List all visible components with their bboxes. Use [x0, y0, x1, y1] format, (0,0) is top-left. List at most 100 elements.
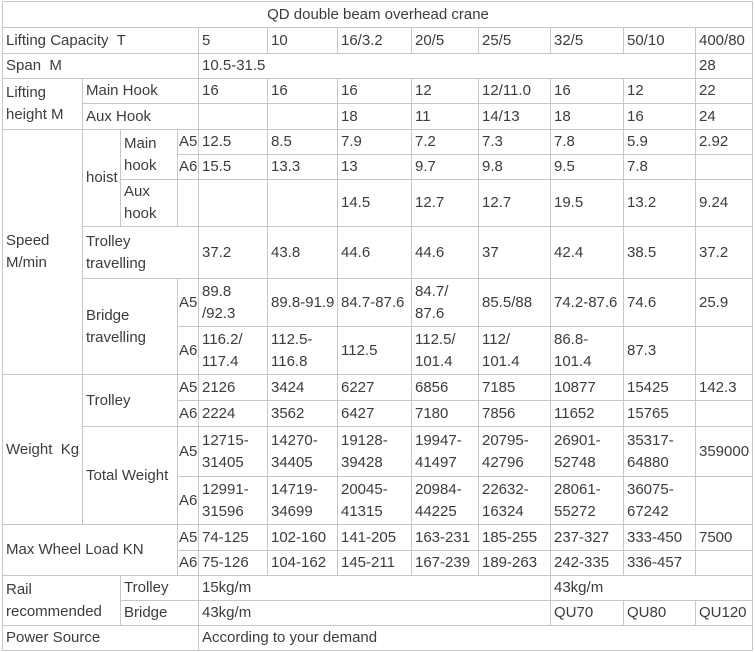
- cell: 7180: [411, 400, 479, 427]
- cell: 12.7: [478, 179, 551, 227]
- cell: 10.5-31.5: [198, 53, 696, 79]
- cell: 12.5: [198, 129, 268, 155]
- cell: 32/5: [550, 27, 624, 54]
- cell: 50/10: [623, 27, 696, 54]
- cell: 16: [623, 103, 696, 130]
- cell: 116.2/ 117.4: [198, 326, 268, 375]
- cell: 7856: [478, 400, 551, 427]
- cell: 7.8: [550, 129, 624, 155]
- cell: 9.8: [478, 154, 551, 180]
- cell: 19947- 41497: [411, 426, 479, 477]
- cell: [198, 103, 268, 130]
- cell: 7.2: [411, 129, 479, 155]
- cell: 16: [198, 78, 268, 104]
- grade-a6: A6: [177, 154, 199, 180]
- label-hoist: hoist: [82, 129, 121, 227]
- cell: 12715- 31405: [198, 426, 268, 477]
- cell: 14/13: [478, 103, 551, 130]
- cell: According to your demand: [198, 625, 753, 651]
- table-title: QD double beam overhead crane: [2, 1, 753, 28]
- cell: 44.6: [337, 226, 412, 279]
- cell: 2224: [198, 400, 268, 427]
- table-row: Span M 10.5-31.5 28: [2, 53, 753, 79]
- label-rail-recommended: Rail recommended: [2, 575, 121, 626]
- label-lifting-height: Lifting height M: [2, 78, 83, 130]
- table-row: Weight Kg Trolley A5 2126 3424 6227 6856…: [2, 374, 753, 525]
- cell: 336-457: [623, 550, 696, 576]
- cell: 84.7-87.6: [337, 278, 412, 327]
- label-main-hook: Main Hook: [82, 78, 199, 104]
- label-total-weight: Total Weight: [82, 426, 178, 525]
- cell: 9.24: [695, 179, 753, 227]
- cell: 26901- 52748: [550, 426, 624, 477]
- label-hoist-aux-hook: Aux hook: [120, 179, 178, 227]
- cell: 42.4: [550, 226, 624, 279]
- table-row: A6 15.5 13.3 13 9.7 9.8 9.5 7.8: [3, 154, 753, 180]
- cell: 12991- 31596: [198, 476, 268, 525]
- label-aux-hook: Aux Hook: [82, 103, 199, 130]
- label-max-wheel-load: Max Wheel Load KN: [2, 524, 178, 576]
- cell: 38.5: [623, 226, 696, 279]
- cell: 112.5- 116.8: [267, 326, 338, 375]
- cell: QU120: [695, 600, 753, 626]
- cell: 142.3: [695, 374, 753, 401]
- cell: 7500: [695, 524, 753, 551]
- cell: 400/80: [695, 27, 753, 54]
- table-row: Bridge travelling A5 89.8 /92.3 89.8-91.…: [3, 278, 753, 375]
- cell: 104-162: [267, 550, 338, 576]
- cell: 12/11.0: [478, 78, 551, 104]
- cell: 13.3: [267, 154, 338, 180]
- cell: 25.9: [695, 278, 753, 327]
- cell: 102-160: [267, 524, 338, 551]
- cell: 12: [623, 78, 696, 104]
- cell: 43kg/m: [198, 600, 551, 626]
- label-bridge-travelling: Bridge travelling: [82, 278, 178, 375]
- grade-empty: [177, 179, 199, 227]
- cell: 7185: [478, 374, 551, 401]
- cell: 20795- 42796: [478, 426, 551, 477]
- cell: 43kg/m: [550, 575, 753, 601]
- cell: 16: [267, 78, 338, 104]
- cell: 167-239: [411, 550, 479, 576]
- table-row: Aux Hook 18 11 14/13 18 16 24: [3, 103, 753, 130]
- cell: 9.5: [550, 154, 624, 180]
- cell: 12.7: [411, 179, 479, 227]
- cell: 43.8: [267, 226, 338, 279]
- cell: 37: [478, 226, 551, 279]
- cell: 9.7: [411, 154, 479, 180]
- cell: 8.5: [267, 129, 338, 155]
- cell: 3424: [267, 374, 338, 401]
- cell: 15425: [623, 374, 696, 401]
- grade-a6: A6: [177, 476, 199, 525]
- table-row: Bridge 43kg/m QU70 QU80 QU120: [3, 600, 753, 626]
- cell: 14.5: [337, 179, 412, 227]
- cell: 84.7/ 87.6: [411, 278, 479, 327]
- cell: 20984- 44225: [411, 476, 479, 525]
- label-trolley-travelling: Trolley travelling: [82, 226, 199, 279]
- cell: [695, 476, 753, 525]
- cell: 11652: [550, 400, 624, 427]
- table-row: Lifting Capacity T 5 10 16/3.2 20/5 25/5…: [2, 27, 753, 54]
- label-hoist-main-hook: Main hook: [120, 129, 178, 180]
- cell: [198, 179, 268, 227]
- cell: 15.5: [198, 154, 268, 180]
- cell: 25/5: [478, 27, 551, 54]
- table-row: QD double beam overhead crane: [2, 1, 753, 28]
- cell: 189-263: [478, 550, 551, 576]
- cell: 7.3: [478, 129, 551, 155]
- cell: 18: [337, 103, 412, 130]
- table-row: Trolley travelling 37.2 43.8 44.6 44.6 3…: [3, 226, 753, 279]
- cell: 89.8 /92.3: [198, 278, 268, 327]
- cell: 237-327: [550, 524, 624, 551]
- cell: 242-335: [550, 550, 624, 576]
- cell: 112.5: [337, 326, 412, 375]
- grade-a5: A5: [177, 374, 199, 401]
- cell: 2.92: [695, 129, 753, 155]
- cell: 10: [267, 27, 338, 54]
- cell: 3562: [267, 400, 338, 427]
- label-rail-trolley: Trolley: [120, 575, 199, 601]
- grade-a5: A5: [177, 426, 199, 477]
- cell: 16: [337, 78, 412, 104]
- table-row: Power Source According to your demand: [2, 625, 753, 651]
- cell: QU70: [550, 600, 624, 626]
